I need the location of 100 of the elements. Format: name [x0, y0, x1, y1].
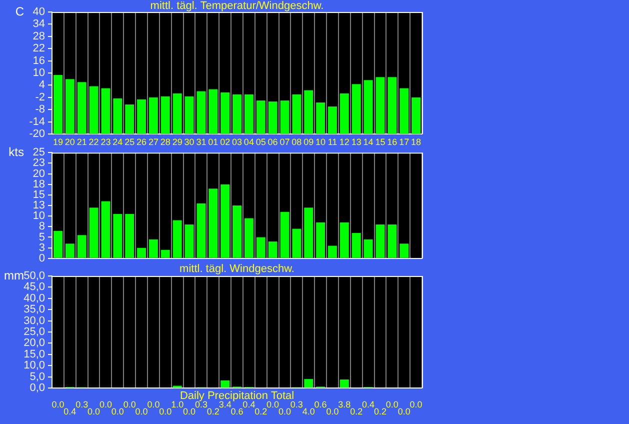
y-tick-label: 5	[38, 231, 45, 244]
bar	[208, 89, 218, 134]
x-tick-label: 27	[148, 136, 158, 147]
data-label: 0.2	[350, 406, 363, 416]
bar	[316, 222, 326, 258]
data-label: 0.0	[99, 399, 112, 410]
x-tick-label: 12	[339, 136, 350, 147]
data-label: 0.0	[123, 399, 136, 410]
bar	[232, 94, 242, 134]
data-label: 0.0	[278, 406, 291, 416]
bar	[304, 90, 314, 134]
data-label: 0.2	[206, 406, 220, 416]
y-tick-label: 8	[38, 220, 45, 233]
data-label: 0.0	[135, 406, 148, 416]
x-tick-label: 05	[256, 136, 266, 147]
x-tick-label: 09	[304, 136, 314, 147]
x-tick-label: 11	[328, 136, 338, 147]
y-tick-label: 35,0	[24, 304, 45, 316]
y-tick-label: 10	[32, 67, 45, 80]
bar	[256, 100, 266, 134]
bar	[328, 246, 337, 258]
x-tick-label: 24	[112, 136, 123, 147]
bar	[280, 212, 290, 258]
bar	[244, 218, 254, 258]
bar	[125, 104, 134, 134]
x-tick-label: 22	[88, 136, 99, 147]
y-tick-label: 28	[32, 30, 45, 42]
bar	[376, 224, 385, 258]
data-label: 0.3	[76, 399, 88, 410]
bar	[89, 208, 98, 258]
bar	[184, 96, 194, 134]
x-tick-label: 16	[387, 136, 398, 147]
data-label: 3.8	[338, 399, 351, 410]
bar	[316, 102, 326, 134]
y-tick-label: 3	[38, 242, 45, 254]
x-tick-label: 31	[196, 136, 206, 147]
y-tick-label: 15,0	[24, 348, 45, 360]
bar	[364, 239, 373, 258]
data-label: 0.0	[88, 406, 100, 416]
x-tick-label: 04	[244, 136, 254, 147]
bar	[113, 214, 122, 258]
chart-title: mittl. tägl. Temperatur/Windgeschw.	[150, 0, 324, 12]
data-label: 0.0	[326, 406, 339, 416]
bar	[256, 237, 266, 258]
y-tick-label: -20	[29, 128, 45, 140]
bar	[244, 94, 254, 134]
x-tick-label: 28	[160, 136, 170, 147]
data-label: 0.0	[147, 399, 160, 410]
y-tick-label: 34	[32, 18, 45, 30]
y-tick-label: 5,0	[30, 370, 45, 383]
data-label: 0.0	[398, 406, 410, 416]
bar	[77, 235, 86, 258]
bar	[196, 203, 206, 258]
data-label: 0.0	[159, 406, 172, 416]
bar	[113, 98, 122, 134]
bar	[400, 244, 409, 258]
bar	[89, 86, 98, 134]
y-tick-label: 13	[32, 200, 45, 212]
bar	[304, 379, 314, 388]
bar	[388, 77, 397, 134]
bar	[137, 99, 146, 134]
y-tick-label: 10,0	[24, 360, 45, 372]
data-label: 0.0	[111, 406, 124, 416]
bar	[101, 201, 110, 258]
bar	[400, 88, 409, 134]
x-tick-label: 20	[64, 136, 75, 147]
y-tick-label: 30,0	[24, 314, 45, 327]
y-tick-label: 22	[32, 42, 45, 55]
x-tick-label: 06	[268, 136, 278, 147]
bar	[137, 248, 146, 258]
bar	[388, 224, 397, 258]
x-tick-label: 10	[316, 136, 326, 147]
bar	[196, 91, 206, 134]
y-axis-title: kts	[8, 144, 24, 159]
data-label: 0.0	[410, 399, 422, 410]
x-tick-label: 21	[76, 136, 87, 147]
bar	[340, 379, 349, 388]
y-tick-label: -8	[35, 104, 45, 116]
x-tick-label: 30	[184, 136, 194, 147]
data-label: 0.6	[314, 399, 327, 410]
bar	[101, 88, 110, 134]
bar	[220, 380, 230, 388]
bar	[125, 214, 134, 258]
bar	[292, 228, 302, 258]
y-tick-label: 4	[38, 79, 45, 92]
bar	[53, 75, 62, 134]
y-tick-label: 20	[32, 168, 45, 180]
data-label: 0.4	[362, 399, 375, 410]
bar	[160, 96, 170, 134]
bar	[352, 84, 361, 134]
bar	[172, 220, 182, 258]
bar	[220, 184, 230, 258]
y-tick-label: 50,0	[24, 270, 45, 282]
bar	[340, 93, 349, 134]
data-label: 0.0	[183, 406, 196, 416]
y-axis-title: C	[15, 4, 24, 18]
chart-title: mittl. tägl. Windgeschw.	[180, 263, 294, 276]
y-tick-label: 20,0	[24, 337, 45, 350]
y-tick-label: -2	[35, 91, 45, 104]
data-label: 0.2	[374, 406, 386, 416]
